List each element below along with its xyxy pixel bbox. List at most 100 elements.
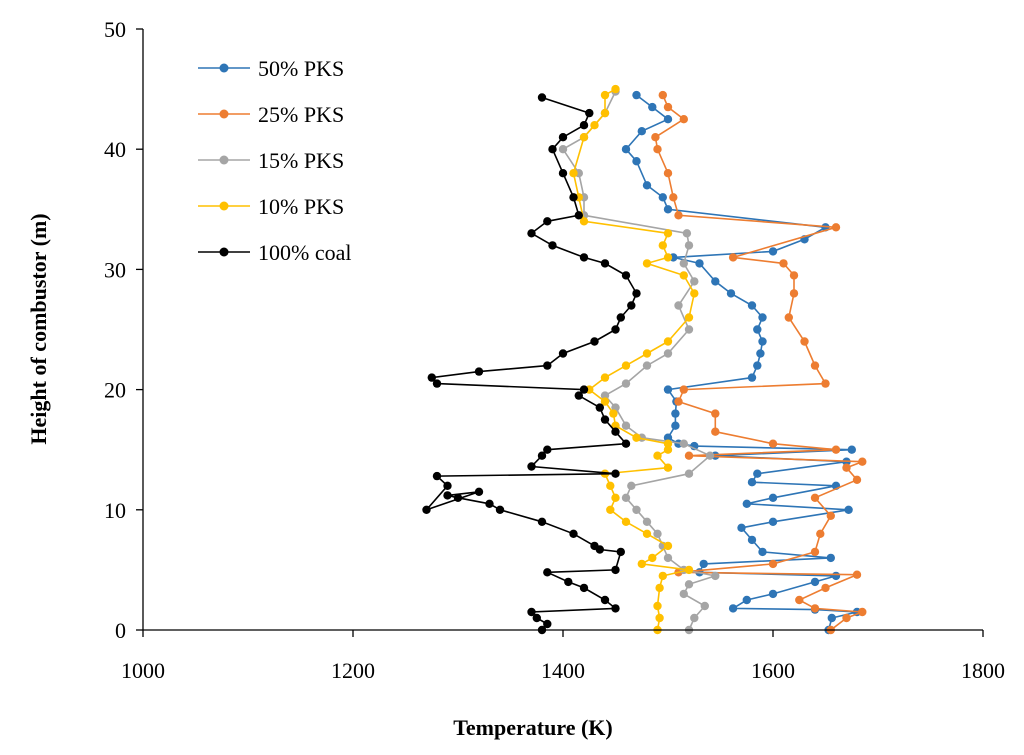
data-point xyxy=(574,211,583,220)
data-point xyxy=(621,361,631,370)
data-point xyxy=(653,601,662,611)
data-point xyxy=(699,559,708,569)
legend-entry: 15% PKS xyxy=(198,148,344,173)
data-point xyxy=(611,469,620,478)
data-point xyxy=(674,211,683,220)
data-point xyxy=(642,361,652,370)
series-line xyxy=(654,94,863,631)
data-point xyxy=(711,571,720,581)
data-point xyxy=(816,529,825,538)
data-point xyxy=(663,349,673,358)
data-point xyxy=(684,451,694,460)
data-point xyxy=(674,301,683,310)
data-point xyxy=(679,115,688,124)
legend-marker xyxy=(219,155,229,165)
series-50-pks xyxy=(621,90,862,635)
data-point xyxy=(543,361,552,370)
data-point xyxy=(651,133,660,142)
data-point xyxy=(443,491,452,500)
data-point xyxy=(422,505,431,514)
data-point xyxy=(679,589,688,599)
data-point xyxy=(537,517,547,526)
data-point xyxy=(616,547,625,557)
data-point xyxy=(585,108,594,118)
data-point xyxy=(768,559,778,569)
legend-marker xyxy=(219,63,229,73)
data-point xyxy=(543,619,552,629)
data-point xyxy=(684,313,694,322)
data-point xyxy=(663,463,673,472)
data-point xyxy=(632,433,641,442)
series-15-pks xyxy=(558,87,720,635)
data-point xyxy=(621,517,631,526)
data-point xyxy=(831,571,841,581)
data-point xyxy=(642,529,652,538)
data-point xyxy=(684,241,694,250)
series-10-pks xyxy=(569,84,699,635)
data-point xyxy=(826,511,835,520)
data-point xyxy=(432,471,442,481)
data-point xyxy=(655,613,664,623)
data-point xyxy=(527,462,536,471)
data-point xyxy=(684,565,694,575)
data-point xyxy=(684,580,694,589)
data-point xyxy=(768,517,778,526)
data-point xyxy=(810,577,820,587)
data-point xyxy=(600,415,610,424)
data-point xyxy=(768,439,778,448)
data-point xyxy=(558,145,568,154)
series-line xyxy=(624,94,858,631)
series-line xyxy=(423,96,638,631)
data-point xyxy=(690,277,699,286)
data-point xyxy=(711,427,720,436)
data-point xyxy=(590,541,599,551)
data-point xyxy=(684,469,694,478)
data-point xyxy=(642,349,652,358)
data-point xyxy=(579,583,589,593)
data-point xyxy=(611,493,620,502)
data-point xyxy=(474,367,484,376)
data-point xyxy=(842,463,851,472)
data-point xyxy=(663,169,673,178)
x-tick-label: 1800 xyxy=(961,658,1005,683)
data-point xyxy=(784,313,793,322)
y-tick-label: 40 xyxy=(104,137,126,162)
legend-entry: 50% PKS xyxy=(198,56,344,81)
data-point xyxy=(595,403,604,412)
data-point xyxy=(606,481,615,490)
legend-label: 10% PKS xyxy=(258,194,344,219)
data-point xyxy=(847,445,856,454)
data-point xyxy=(663,205,673,214)
data-point xyxy=(663,433,673,442)
data-point xyxy=(679,271,688,280)
data-point xyxy=(669,193,678,202)
data-point xyxy=(590,121,599,130)
series-25-pks xyxy=(651,90,867,635)
x-tick-label: 1000 xyxy=(121,658,165,683)
data-point xyxy=(474,487,484,496)
data-point xyxy=(632,90,641,100)
data-point xyxy=(642,517,652,526)
data-point xyxy=(569,193,578,202)
series-100-coal xyxy=(422,93,641,635)
data-point xyxy=(711,409,720,418)
data-point xyxy=(453,493,463,502)
data-point xyxy=(621,439,631,448)
data-point xyxy=(537,451,547,460)
data-point xyxy=(795,595,804,605)
data-point xyxy=(621,379,631,388)
data-point xyxy=(658,193,667,202)
data-point xyxy=(753,361,762,370)
data-point xyxy=(611,565,620,575)
x-axis-title: Temperature (K) xyxy=(453,715,612,740)
x-tick-label: 1200 xyxy=(331,658,375,683)
y-tick-label: 0 xyxy=(115,618,126,643)
data-point xyxy=(663,439,673,448)
legend-entry: 100% coal xyxy=(198,240,351,265)
data-point xyxy=(600,90,610,100)
data-point xyxy=(758,313,767,322)
x-tick-label: 1400 xyxy=(541,658,585,683)
data-point xyxy=(674,397,683,406)
data-point xyxy=(747,535,757,545)
legend-label: 25% PKS xyxy=(258,102,344,127)
